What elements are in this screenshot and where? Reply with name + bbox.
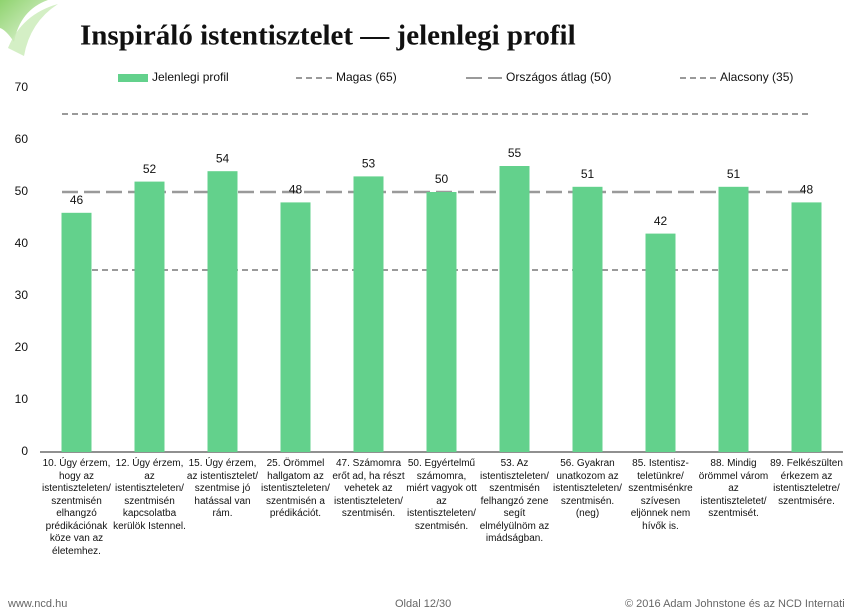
x-tick-label: 89. Felkészülten érkezem az istentisztel… [770,458,843,507]
legend-label: Országos átlag (50) [506,70,611,84]
data-label: 54 [216,151,230,165]
y-tick-label: 0 [21,444,28,458]
legend-label: Alacsony (35) [720,70,793,84]
data-label: 48 [800,183,814,197]
bar [572,186,603,453]
data-label: 50 [435,172,449,186]
bar [61,212,92,452]
logo [0,0,48,42]
bar [645,233,676,452]
data-label: 48 [289,183,303,197]
logo [8,4,58,56]
chart-title: Inspiráló istentisztelet — jelenlegi pro… [80,20,576,52]
data-label: 51 [581,167,595,181]
data-label: 46 [70,193,84,207]
bar [353,176,384,452]
x-tick-label: 15. Úgy érzem, az istentisztelet/ szentm… [186,458,259,519]
legend-label: Magas (65) [336,70,397,84]
y-tick-label: 10 [15,392,29,406]
bar [718,186,749,453]
legend-swatch [118,74,148,82]
x-tick-label: 25. Örömmel hallgatom az istentisztelete… [261,458,330,519]
y-tick-label: 70 [15,80,29,94]
x-tick-label: 85. Istentisz-teletünkre/ szentmisénkre … [628,458,693,532]
legend-label: Jelenlegi profil [152,70,229,84]
footer-left: www.ncd.hu [8,598,68,610]
data-label: 53 [362,157,376,171]
footer-center: Oldal 12/30 [395,598,452,610]
y-tick-label: 30 [15,288,29,302]
data-label: 51 [727,167,741,181]
x-tick-label: 47. Számomra erőt ad, ha részt vehetek a… [332,458,405,519]
data-label: 52 [143,162,157,176]
footer-right: © 2016 Adam Johnstone és az NCD Internat… [625,598,845,610]
x-tick-label: 12. Úgy érzem, az istentiszteleten/ szen… [113,458,186,532]
bar [207,171,238,452]
bar [134,181,165,452]
x-tick-label: 56. Gyakran unatkozom az istentisztelete… [553,458,622,519]
bar [280,202,311,452]
y-tick-label: 20 [15,340,29,354]
x-tick-label: 53. Az istentiszteleten/ szentmisén felh… [479,458,550,544]
y-tick-label: 50 [15,184,29,198]
data-label: 55 [508,146,522,160]
y-tick-label: 60 [15,132,29,146]
x-tick-label: 88. Mindig örömmel várom az istentisztel… [698,458,769,519]
bar [426,192,457,452]
y-tick-label: 40 [15,236,29,250]
bar [791,202,822,452]
x-tick-label: 50. Egyértelmű számomra, miért vagyok ot… [406,458,477,532]
x-tick-label: 10. Úgy érzem, hogy az istentiszteleten/… [42,458,111,557]
bar [499,166,530,452]
data-label: 42 [654,214,668,228]
